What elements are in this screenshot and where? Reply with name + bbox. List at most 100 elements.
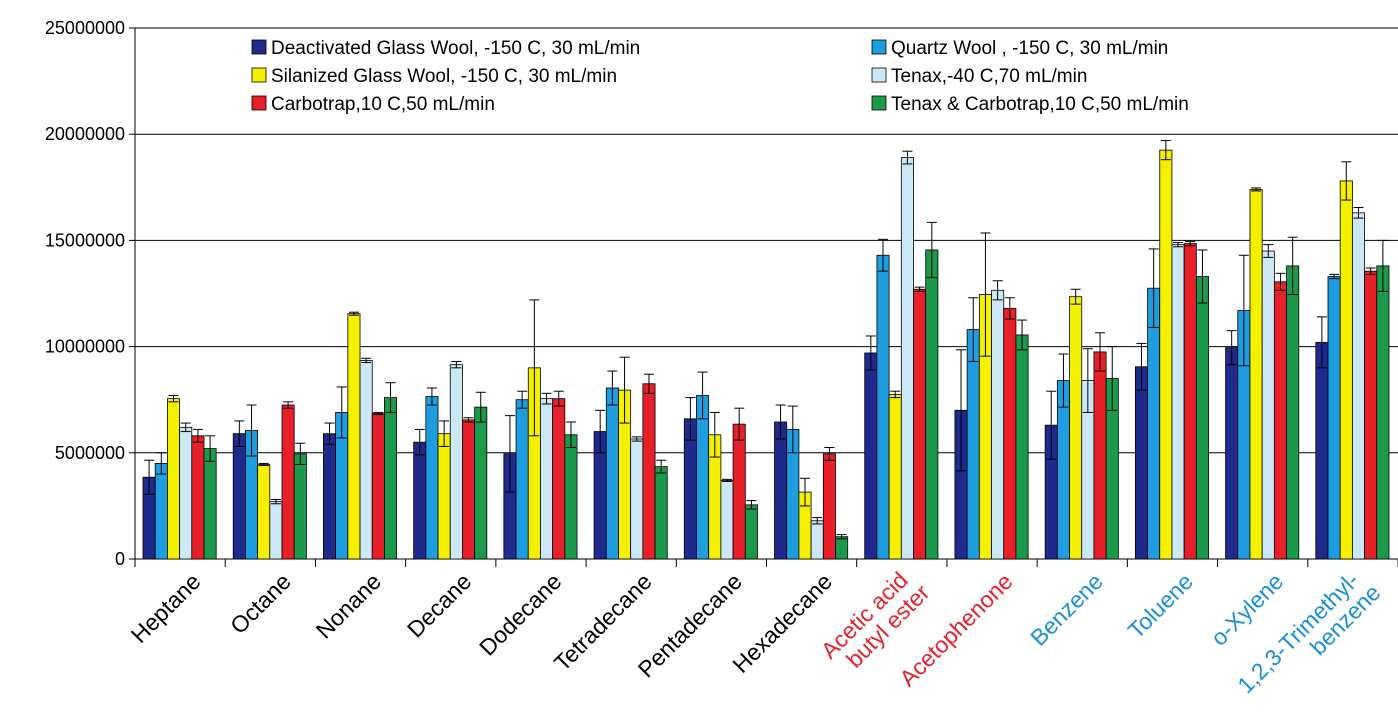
error-bar: [619, 356, 630, 424]
error-bar: [865, 335, 876, 371]
error-bar: [1082, 348, 1093, 413]
bar: [822, 453, 836, 560]
x-tick-label-line: Heptane: [126, 568, 206, 648]
error-bar: [643, 373, 654, 394]
bar: [642, 383, 656, 560]
bar: [1364, 270, 1378, 560]
bar: [515, 399, 529, 560]
bar: [1327, 276, 1341, 560]
x-tick-label-line: Dodecane: [474, 568, 567, 661]
bar: [1003, 307, 1017, 560]
error-bar: [595, 409, 606, 454]
legend-label: Silanized Glass Wool, -150 C, 30 mL/min: [271, 66, 617, 87]
bar: [1261, 250, 1275, 560]
x-tick-label: Dodecane: [474, 568, 567, 661]
y-tick-label: 20000000: [45, 124, 125, 144]
error-bar: [504, 415, 515, 493]
error-bar: [234, 420, 245, 447]
bar: [425, 396, 439, 560]
error-bar: [734, 407, 745, 441]
bar: [293, 453, 307, 560]
error-bar: [1046, 390, 1057, 460]
bar: [1147, 287, 1161, 560]
bar: [437, 433, 451, 560]
bar: [732, 423, 746, 560]
bar: [359, 360, 373, 560]
x-tick-label-line: Decane: [402, 568, 476, 642]
error-bar: [1251, 187, 1262, 192]
bar: [605, 387, 619, 560]
error-bar: [385, 382, 396, 413]
error-bar: [439, 420, 450, 447]
bar: [1159, 149, 1173, 560]
bar: [744, 504, 758, 560]
error-bar: [463, 417, 474, 423]
error-bar: [800, 477, 810, 507]
error-bar: [1017, 319, 1028, 351]
bar: [462, 419, 476, 560]
error-bar: [775, 404, 786, 440]
legend-swatch: [871, 95, 887, 111]
bar: [257, 464, 271, 560]
error-bar: [656, 459, 667, 474]
bar: [323, 433, 337, 560]
bar: [1351, 212, 1365, 560]
legend-label: Tenax & Carbotrap,10 C,50 mL/min: [891, 94, 1189, 115]
error-bar: [1238, 254, 1249, 367]
bar: [1225, 347, 1239, 560]
x-tick-label: Octane: [225, 568, 296, 639]
error-bar: [1316, 316, 1327, 369]
error-bar: [414, 428, 425, 456]
bar: [630, 438, 644, 560]
error-bar: [1148, 248, 1159, 328]
bar: [269, 501, 283, 560]
legend-swatch: [871, 67, 887, 83]
error-bar: [1070, 288, 1081, 305]
bar: [1339, 180, 1353, 560]
bar: [540, 398, 554, 560]
error-bar: [529, 299, 540, 437]
bar: [900, 157, 914, 560]
bar: [281, 404, 295, 560]
bar: [179, 426, 193, 560]
x-tick-label: Heptane: [126, 568, 206, 648]
y-tick-label: 25000000: [45, 18, 125, 38]
error-bar: [426, 387, 437, 406]
error-bar: [1197, 249, 1208, 304]
error-bar: [1004, 297, 1015, 320]
bar: [1195, 276, 1209, 560]
error-bar: [180, 422, 191, 433]
error-bar: [1329, 273, 1340, 280]
bar: [774, 421, 788, 560]
bar: [888, 393, 902, 560]
legend-label: Tenax,-40 C,70 mL/min: [891, 66, 1087, 87]
x-tick-label-line: Benzene: [1025, 568, 1108, 651]
legend-swatch: [251, 67, 267, 83]
bar: [1015, 334, 1029, 560]
bar: [835, 536, 849, 560]
bar: [166, 398, 180, 560]
y-tick-label: 10000000: [45, 337, 125, 357]
bar: [991, 289, 1005, 560]
bar: [449, 364, 463, 560]
error-bar: [607, 370, 618, 406]
bar: [1069, 296, 1083, 560]
error-bar: [926, 221, 937, 279]
bar: [925, 249, 939, 560]
error-bar: [373, 411, 384, 416]
bar: [1183, 243, 1197, 560]
error-bar: [156, 452, 167, 475]
error-bar: [956, 349, 967, 472]
error-bar: [1058, 353, 1069, 408]
bar: [696, 395, 710, 560]
bar: [1286, 265, 1300, 560]
error-bar: [1275, 272, 1286, 291]
x-tick-label-line: Octane: [225, 568, 296, 639]
legend-swatch: [251, 39, 267, 55]
x-tick-label-line: Nonane: [311, 568, 386, 643]
bar: [203, 448, 217, 560]
error-bar: [258, 462, 269, 467]
error-bar: [914, 286, 925, 292]
x-tick-label: Toluene: [1123, 568, 1198, 643]
error-bar: [192, 428, 203, 443]
